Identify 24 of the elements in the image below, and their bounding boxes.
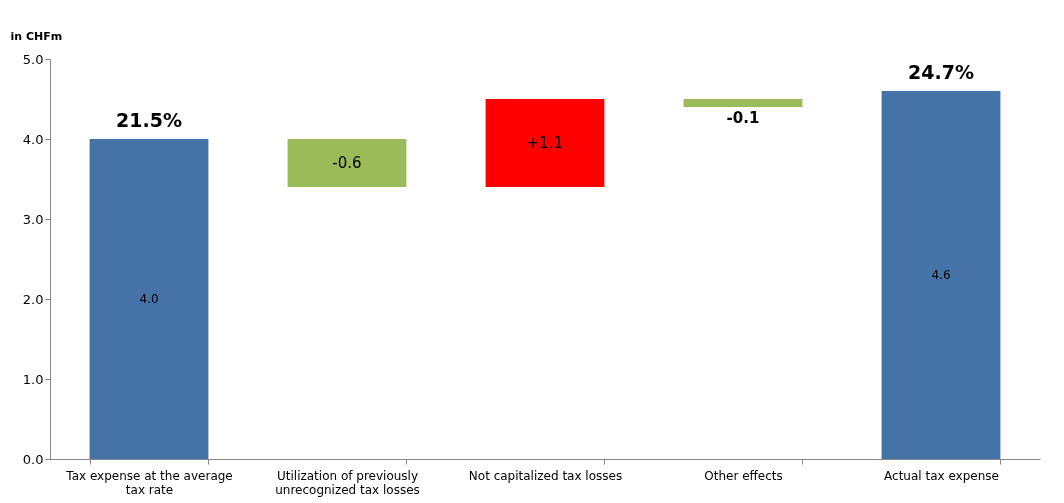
x-tick-label: Not capitalized tax losses [468, 468, 623, 483]
data-label: 4.6 [931, 268, 951, 282]
x-tick-label: Utilization of previously unrecognized tax losses [275, 468, 420, 497]
data-label: -0.6 [332, 154, 362, 172]
data-label: 4.0 [139, 292, 159, 306]
data-label: -0.1 [726, 109, 760, 127]
bar [287, 139, 407, 187]
x-tick-label: Actual tax expense [884, 468, 999, 483]
x-tick-label: Tax expense at the average tax rate [65, 468, 233, 497]
y-tick-label: 0.0 [22, 451, 44, 467]
y-tick-label: 3.0 [22, 211, 44, 227]
y-tick-label: 2.0 [22, 291, 44, 307]
y-tick-label: 1.0 [22, 371, 44, 387]
data-label: +1.1 [526, 134, 564, 152]
x-tick-label: Other effects [704, 468, 783, 483]
bar [881, 91, 1001, 459]
bar [485, 99, 605, 187]
y-tick-label: 4.0 [22, 131, 44, 147]
y-tick-label: 5.0 [22, 51, 44, 67]
bar [683, 99, 803, 107]
annotation: 24.7% [908, 61, 974, 83]
annotation: 21.5% [116, 109, 182, 131]
bar [89, 139, 209, 459]
y-axis-title: in CHFm [10, 29, 63, 43]
